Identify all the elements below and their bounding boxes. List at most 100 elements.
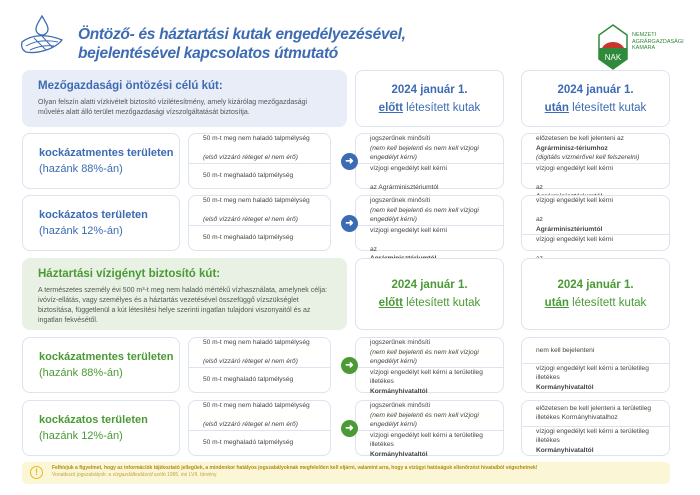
column-date: 2024 január 1. [391,279,468,291]
depth-cell: 50 m-t meg nem haladó talpmélység (első v… [188,400,331,456]
column-date: 2024 január 1. [557,279,634,291]
after-cell: előzetesen be kell jelenteni az Agrármin… [521,133,670,200]
text-segment: 50 m-t meg nem haladó talpmélység [203,197,310,204]
text-segment: előzetesen be kell jelenteni a területil… [536,404,652,422]
after-item: vízjogi engedélyt kell kérni a területil… [522,425,669,456]
arrow-right-icon: ➜ [341,357,358,374]
text-segment: (első vízzáró réteget el nem érő) [203,154,298,161]
text-segment: vízjogi engedélyt kell kérni a területil… [536,427,649,445]
column-header-after: 2024 január 1. után létesített kutak [521,70,670,127]
before-item: jogszerűnek minősíti (nem kell bejelenti… [356,338,503,367]
depth-item: 50 m-t meg nem haladó talpmélység (első v… [189,338,330,367]
arrow-right-icon: ➜ [341,420,358,437]
text-segment: vízjogi engedélyt kell kérni [370,164,447,172]
law-reference: Vonatkozó jogszabályok: a vízgazdálkodás… [52,472,217,478]
area-share: (hazánk 12%-án) [39,225,123,237]
depth-item: 50 m-t meghaladó talpmélység [189,429,330,456]
text-segment: 50 m-t meghaladó talpmélység [203,172,294,179]
column-keyword: után [544,101,569,114]
column-header-after: 2024 január 1. után létesített kutak [521,258,670,330]
text-segment: 50 m-t meg nem haladó talpmélység [203,135,310,142]
column-label: előtt létesített kutak [379,99,481,117]
column-date: 2024 január 1. [391,83,468,96]
column-rest: létesített kutak [402,101,481,114]
depth-item: 50 m-t meg nem haladó talpmélység (első v… [189,401,330,430]
column-label: után létesített kutak [545,294,647,312]
area-name: kockázatos területen [39,209,148,221]
column-label: előtt létesített kutak [379,294,481,312]
depth-item: 50 m-t meghaladó talpmélység [189,366,330,393]
area-name: kockázatos területen [39,414,148,426]
notice-text: Felhívjuk a figyelmet, hogy az informáci… [52,465,538,471]
text-segment: Kormányhivataltól [370,450,428,458]
before-cell: jogszerűnek minősíti (nem kell bejelenti… [355,195,504,262]
column-keyword: előtt [378,297,403,309]
text-segment: Kormányhivataltól [536,383,594,391]
after-cell: vízjogi engedélyt kell kérni az Agrármini… [521,195,670,272]
before-item: jogszerűnek minősíti (nem kell bejelenti… [356,134,503,163]
text-segment: (nem kell bejelenti és nem kell vízjogi … [370,206,479,224]
area-category: kockázatmentes területen (hazánk 88%-án) [22,133,180,189]
column-rest: létesített kutak [402,297,481,309]
nak-logo: NAK NEMZETI AGRÁRGAZDASÁGI KAMARA [598,24,684,74]
text-segment: (első vízzáró réteget el nem érő) [203,216,298,223]
column-header-before: 2024 január 1. előtt létesített kutak [355,258,504,330]
text-segment: vízjogi engedélyt kell kérni [536,236,613,243]
depth-item: 50 m-t meghaladó talpmélység [189,224,330,251]
text-segment: vízjogi engedélyt kell kérni [536,164,613,172]
text-segment: vízjogi engedélyt kell kérni a területil… [536,364,649,382]
text-segment: jogszerűnek minősíti [370,339,431,346]
text-segment: nem kell bejelenteni [536,346,595,354]
depth-cell: 50 m-t meg nem haladó talpmélység (első v… [188,133,331,189]
text-segment: 50 m-t meg nem haladó talpmélység [203,339,310,346]
text-segment: jogszerűnek minősíti [370,197,431,204]
column-header-before: 2024 január 1. előtt létesített kutak [355,70,504,127]
area-share: (hazánk 12%-án) [39,430,123,442]
text-segment: az [536,183,543,191]
after-item: előzetesen be kell jelenteni az Agrármin… [522,134,669,163]
section-title: Mezőgazdasági öntözési célú kút: [38,80,223,92]
notice-banner: ! Felhívjuk a figyelmet, hogy az informá… [22,462,670,484]
area-category: kockázatmentes területen (hazánk 88%-án) [22,337,180,393]
text-segment: vízjogi engedélyt kell kérni a területil… [370,431,483,449]
text-segment: (nem kell bejelenti és nem kell vízjogi … [370,348,479,366]
column-keyword: után [544,297,569,309]
after-cell: előzetesen be kell jelenteni a területil… [521,400,670,456]
after-item: nem kell bejelenteni [522,338,669,363]
section-description: Olyan felszín alatti vízkivételt biztosí… [38,99,308,116]
text-segment: az [536,216,543,223]
area-name: kockázatmentes területen [39,351,174,363]
text-segment: jogszerűnek minősíti [370,135,431,142]
text-segment: vízjogi engedélyt kell kérni a területil… [370,368,483,386]
text-segment: (nem kell bejelenti és nem kell vízjogi … [370,144,479,162]
text-segment: vízjogi engedélyt kell kérni [536,197,613,204]
text-segment: Agrárminisz-tériumhoz [536,144,608,152]
depth-item: 50 m-t meg nem haladó talpmélység (első v… [189,134,330,163]
section-title: Háztartási vízigényt biztosító kút: [38,268,221,280]
text-segment: jogszerűnek minősíti [370,402,431,409]
area-name: kockázatmentes területen [39,147,174,159]
arrow-right-icon: ➜ [341,215,358,232]
text-segment: az Agrárminisztériumtól [370,183,439,191]
before-item: vízjogi engedélyt kell kérni az Agrármini… [356,162,503,193]
depth-cell: 50 m-t meg nem haladó talpmélység (első v… [188,337,331,393]
before-cell: jogszerűnek minősíti (nem kell bejelenti… [355,400,504,458]
svg-text:NAK: NAK [605,53,622,62]
before-item: vízjogi engedélyt kell kérni a területil… [356,366,503,397]
before-cell: jogszerűnek minősíti (nem kell bejelenti… [355,133,504,191]
depth-item: 50 m-t meg nem haladó talpmélység (első v… [189,196,330,225]
column-keyword: előtt [378,101,403,114]
text-segment: (első vízzáró réteget el nem érő) [203,358,298,365]
after-item: előzetesen be kell jelenteni a területil… [522,401,669,426]
column-rest: létesített kutak [568,101,647,114]
text-segment: (első vízzáró réteget el nem érő) [203,421,298,428]
section-header: Háztartási vízigényt biztosító kút: A ter… [22,258,347,330]
depth-item: 50 m-t meghaladó talpmélység [189,162,330,189]
text-segment: előzetesen be kell jelenteni az [536,135,624,142]
after-item: vízjogi engedélyt kell kérni az Agrármini… [522,196,669,234]
water-field-icon [20,14,64,54]
before-item: jogszerűnek minősíti (nem kell bejelenti… [356,196,503,225]
section-description: A természetes személy évi 500 m³-t meg n… [38,287,328,324]
after-cell: nem kell bejelenteni vízjogi engedélyt ke… [521,337,670,393]
area-category: kockázatos területen (hazánk 12%-án) [22,400,180,456]
